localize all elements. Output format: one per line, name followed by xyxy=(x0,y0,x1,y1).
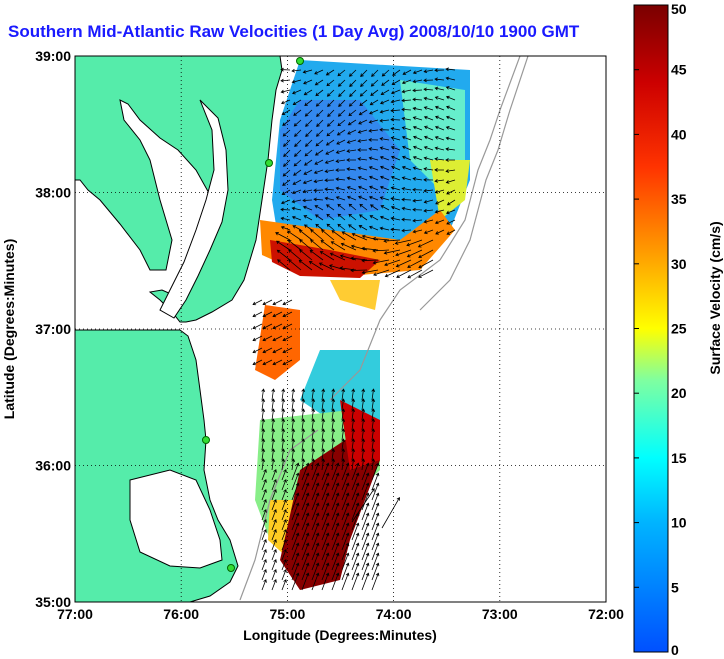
x-axis-label: Longitude (Degrees:Minutes) xyxy=(243,627,437,643)
x-tick-label: 76:00 xyxy=(163,606,199,622)
x-tick-label: 77:00 xyxy=(57,606,93,622)
grid-lines xyxy=(75,56,606,602)
station-marker xyxy=(227,564,235,572)
colorbar-tick-label: 5 xyxy=(671,579,679,595)
chesapeake-bay xyxy=(159,99,229,319)
colorbar-tick-label: 40 xyxy=(671,126,687,142)
colorbar-tick-label: 50 xyxy=(671,1,687,17)
hf-radar-stations xyxy=(202,57,304,572)
colorbar-tick-label: 25 xyxy=(671,321,687,337)
colorbar-label: Surface Velocity (cm/s) xyxy=(707,221,723,374)
colorbar-tick-label: 15 xyxy=(671,450,687,466)
station-marker xyxy=(265,159,273,167)
colorbar xyxy=(633,4,669,653)
station-marker xyxy=(202,436,210,444)
y-tick-label: 35:00 xyxy=(35,594,71,610)
x-tick-label: 75:00 xyxy=(269,606,305,622)
y-tick-label: 39:00 xyxy=(35,48,71,64)
station-marker xyxy=(296,57,304,65)
y-axis-label: Latitude (Degrees:Minutes) xyxy=(1,239,17,419)
y-axis-ticks: 39:00 38:00 37:00 36:00 35:00 xyxy=(35,48,71,610)
y-tick-label: 38:00 xyxy=(35,185,71,201)
colorbar-ticks: 0 5 10 15 20 25 30 35 40 45 50 xyxy=(634,1,687,658)
current-vectors xyxy=(252,67,456,591)
colorbar-tick-label: 35 xyxy=(671,191,687,207)
x-tick-label: 72:00 xyxy=(588,606,624,622)
colorbar-tick-label: 30 xyxy=(671,256,687,272)
x-axis-ticks: 77:00 76:00 75:00 74:00 73:00 72:00 xyxy=(57,606,624,622)
pamlico-sound xyxy=(129,469,223,569)
x-tick-label: 73:00 xyxy=(482,606,518,622)
colorbar-tick-label: 10 xyxy=(671,515,687,531)
y-tick-label: 36:00 xyxy=(35,458,71,474)
colorbar-tick-label: 45 xyxy=(671,62,687,78)
x-tick-label: 74:00 xyxy=(376,606,412,622)
plot-frame xyxy=(74,55,607,603)
y-tick-label: 37:00 xyxy=(35,321,71,337)
isobath-lines xyxy=(239,56,529,601)
map-title: Southern Mid-Atlantic Raw Velocities (1 … xyxy=(8,22,580,41)
colorbar-tick-label: 0 xyxy=(671,642,679,658)
colorbar-tick-label: 20 xyxy=(671,385,687,401)
